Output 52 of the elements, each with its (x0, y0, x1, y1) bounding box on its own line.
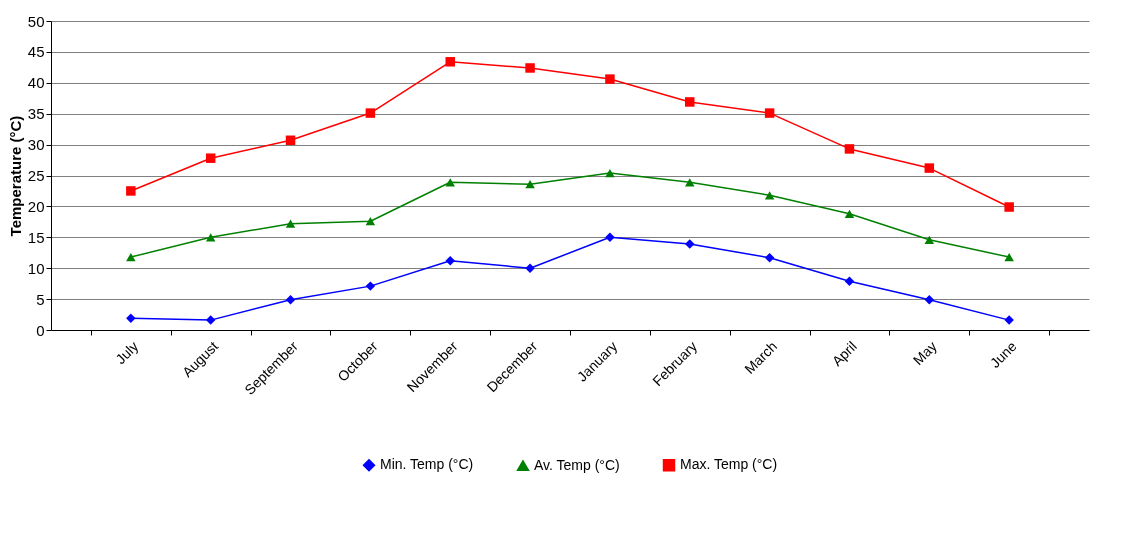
y-tick-label: 5 (36, 290, 45, 308)
point (924, 235, 935, 244)
point (844, 144, 855, 154)
x-tick-label: July (112, 338, 142, 368)
y-tick-label: 50 (27, 12, 45, 30)
x-tick-label: May (909, 338, 940, 369)
point (285, 135, 296, 146)
y-tick-label: 25 (27, 167, 45, 184)
point (605, 74, 615, 84)
y-tick-label: 35 (27, 105, 45, 123)
y-tick-label: 10 (27, 259, 45, 277)
y-tick-label: 20 (27, 197, 45, 215)
y-tick-label: 30 (27, 136, 45, 154)
point (126, 186, 136, 196)
point (685, 239, 695, 249)
point (924, 294, 935, 305)
point (445, 256, 455, 266)
point (685, 178, 695, 187)
point (445, 57, 455, 67)
point (1004, 202, 1014, 212)
point (1004, 252, 1014, 262)
point (205, 233, 216, 242)
y-tick-label: 15 (27, 228, 45, 246)
point (844, 276, 855, 286)
point (365, 217, 376, 226)
point (525, 263, 535, 273)
point (126, 313, 136, 323)
y-tick-label: 40 (27, 74, 45, 92)
point (365, 108, 376, 118)
y-tick-label: 0 (36, 321, 45, 339)
point (525, 180, 535, 189)
point (924, 163, 935, 173)
point (205, 153, 216, 163)
point (126, 252, 136, 262)
point (764, 191, 775, 200)
point (205, 315, 216, 325)
point (764, 108, 775, 118)
point (365, 281, 376, 291)
point (605, 168, 615, 178)
y-tick-label: 45 (27, 43, 45, 61)
legend-label: Max. Temp (°C) (680, 456, 778, 473)
point (445, 178, 455, 187)
point (764, 252, 775, 263)
point (525, 63, 535, 73)
legend-label: Av. Temp (°C) (534, 456, 620, 473)
point (844, 209, 855, 218)
point (685, 97, 695, 107)
point (285, 219, 296, 228)
point (285, 294, 296, 305)
legend-label: Min. Temp (°C) (380, 456, 474, 473)
point (605, 232, 615, 243)
y-axis-title: Temperature (°C) (6, 115, 24, 237)
